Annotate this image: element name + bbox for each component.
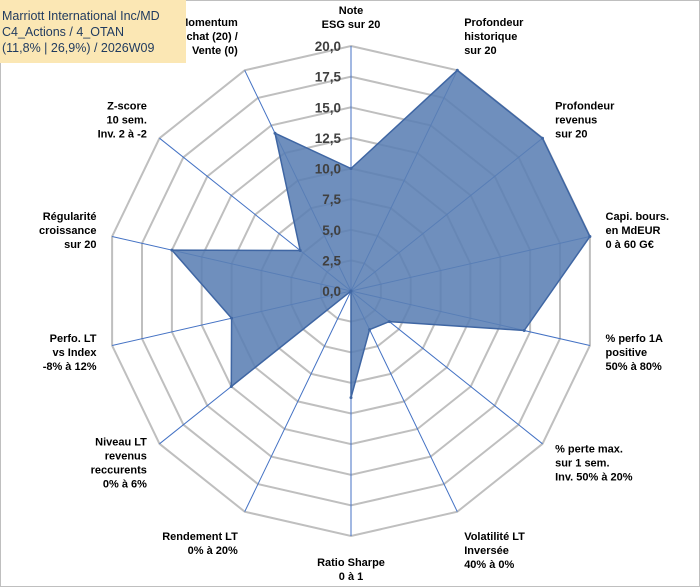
tick-label-8: 20,0 — [315, 39, 341, 54]
axis-label-6: Volatilité LT Inversée 40% à 0% — [464, 531, 525, 571]
data-point-6 — [368, 328, 372, 332]
data-point-10 — [230, 316, 234, 320]
tick-label-1: 2,5 — [322, 253, 341, 268]
data-point-2 — [541, 136, 544, 140]
axis-label-7: Ratio Sharpe 0 à 1 — [317, 557, 385, 583]
data-point-13 — [273, 131, 277, 135]
axis-label-4: % perfo 1A positive 50% à 80% — [606, 333, 664, 373]
tick-label-3: 7,5 — [322, 192, 341, 207]
axis-label-3: Capi. bours. en MdEUR 0 à 60 G€ — [606, 211, 670, 251]
data-point-1 — [455, 68, 459, 72]
axis-label-2: Profondeur revenus sur 20 — [555, 101, 615, 141]
data-point-0 — [349, 167, 353, 170]
axis-label-13: Momentum Achat (20) / Vente (0) — [179, 17, 239, 57]
tick-label-2: 5,0 — [322, 223, 341, 238]
data-point-11 — [170, 248, 174, 252]
axis-label-9: Niveau LT revenus reccurents 0% à 6% — [91, 437, 148, 491]
data-point-3 — [588, 235, 592, 238]
series-layer — [170, 68, 592, 400]
axis-label-1: Profondeur historique sur 20 — [464, 17, 524, 57]
tick-label-0: 0,0 — [322, 284, 341, 299]
series-polygon — [170, 69, 591, 398]
axis-label-5: % perte max. sur 1 sem. Inv. 50% à 20% — [555, 444, 633, 484]
chart-title: Marriott International Inc/MD — [2, 9, 160, 23]
tick-label-4: 10,0 — [315, 162, 341, 177]
data-point-9 — [229, 385, 233, 388]
axis-label-8: Rendement LT 0% à 20% — [162, 531, 238, 557]
axis-label-0: Note ESG sur 20 — [322, 5, 381, 31]
axis-label-11: Régularité croissance sur 20 — [39, 211, 96, 251]
chart-title-box: Marriott International Inc/MD C4_Actions… — [0, 0, 186, 63]
tick-label-6: 15,0 — [315, 100, 341, 115]
axis-label-12: Z-score 10 sem. Inv. 2 à -2 — [98, 101, 147, 141]
data-point-7 — [349, 396, 353, 400]
label-layer: Note ESG sur 20 Profondeur historique sur 20… — [39, 5, 669, 583]
spoke-8 — [244, 290, 352, 512]
chart-stats: (11,8% | 26,9%) / 2026W09 — [2, 41, 155, 55]
data-point-8 — [349, 289, 353, 293]
tick-label-5: 12,5 — [315, 131, 342, 146]
data-point-12 — [298, 249, 302, 252]
tick-label-7: 17,5 — [315, 70, 342, 85]
data-point-4 — [522, 329, 526, 332]
tick-layer: 0,0 2,5 5,0 7,5 10,0 12,5 15,0 17,5 20,0 — [315, 39, 342, 299]
chart-subtitle: C4_Actions / 4_OTAN — [2, 25, 125, 39]
axis-label-10: Perfo. LT vs Index -8% à 12% — [43, 333, 98, 373]
data-point-5 — [387, 320, 391, 324]
